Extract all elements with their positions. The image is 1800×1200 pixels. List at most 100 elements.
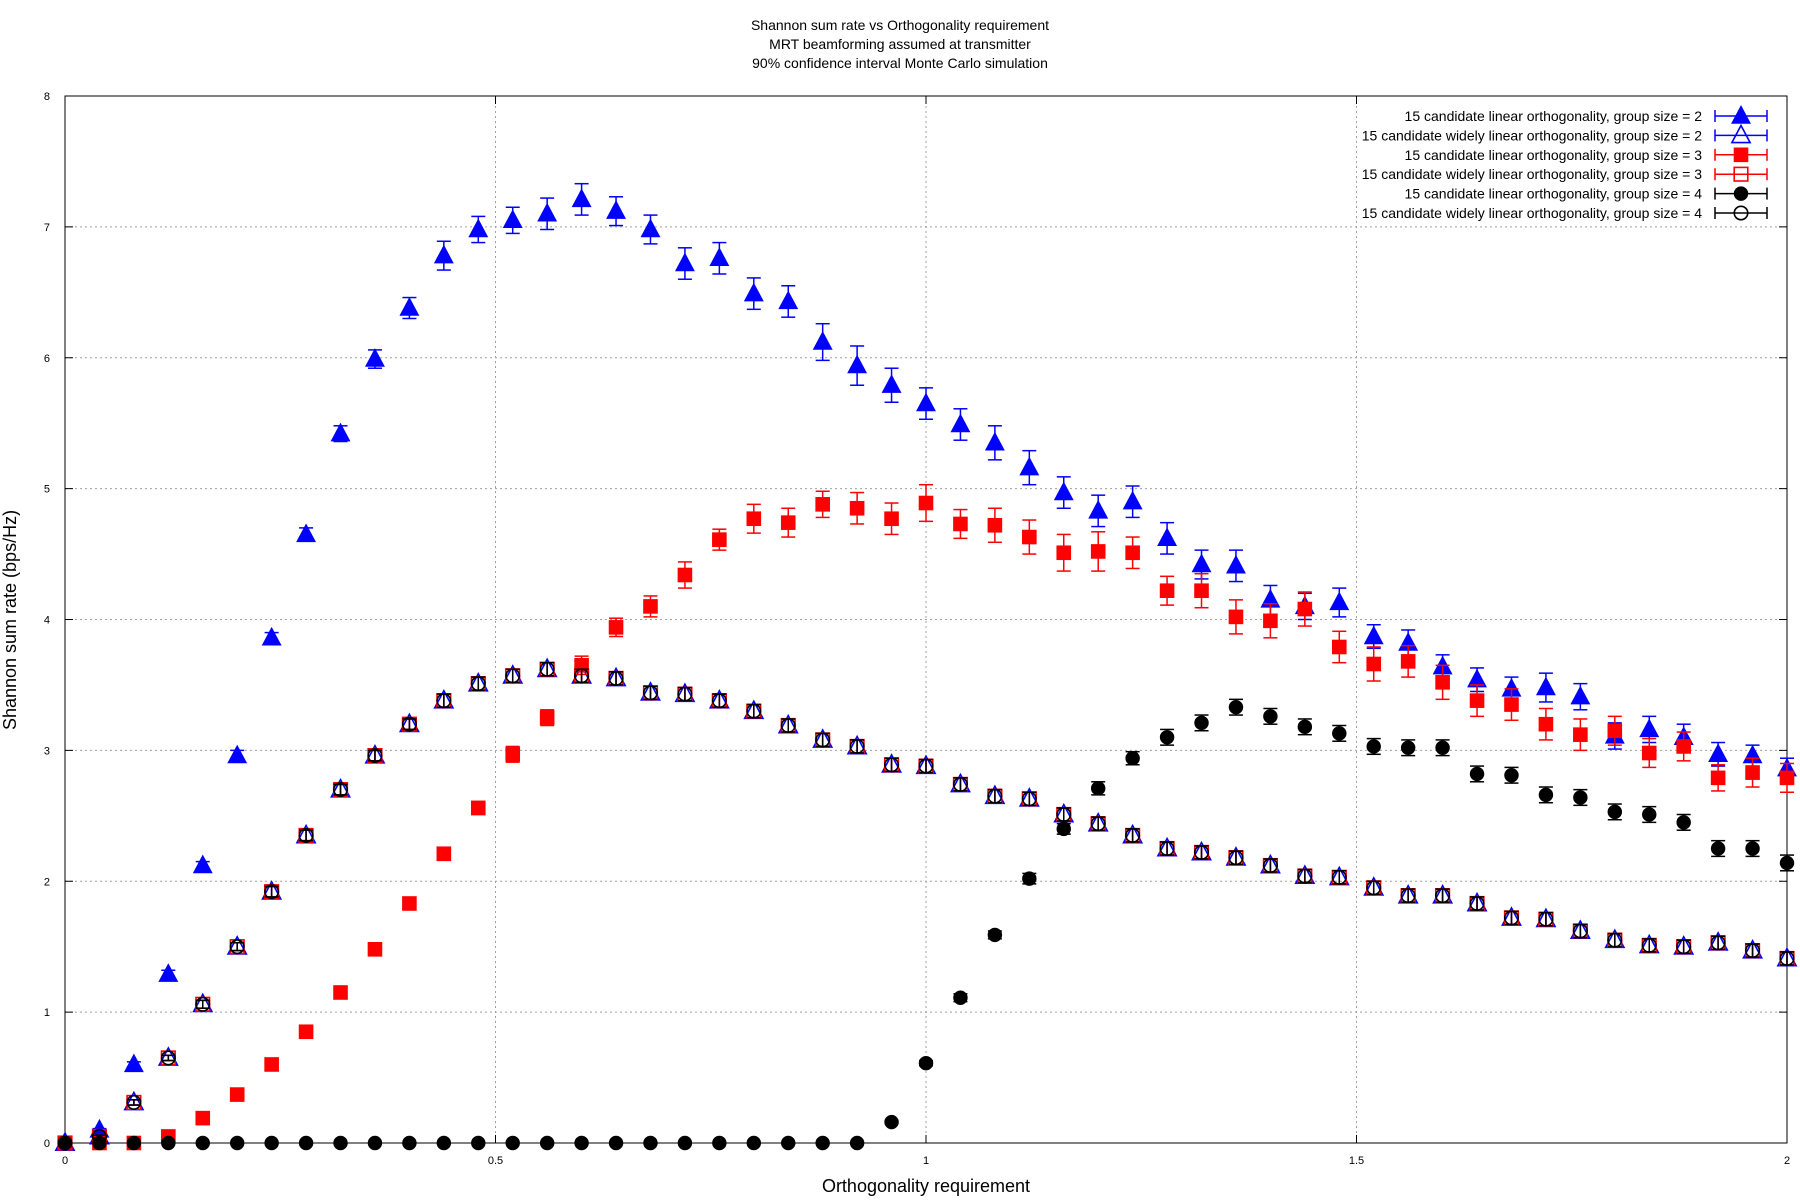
data-point: [1056, 821, 1071, 837]
y-tick-label: 4: [44, 615, 50, 627]
data-point: [1125, 751, 1140, 766]
data-point: [884, 1114, 899, 1130]
data-point: [436, 1135, 452, 1151]
data-point: [332, 782, 349, 798]
data-point: [952, 776, 968, 792]
x-tick-label: 1: [923, 1155, 929, 1167]
data-point: [884, 757, 900, 773]
data-point: [1019, 456, 1040, 476]
data-point: [950, 413, 971, 433]
data-point: [436, 846, 452, 862]
data-point: [1262, 858, 1278, 874]
data-point: [333, 985, 348, 1000]
data-point: [849, 738, 865, 754]
legend-marker: [1733, 166, 1749, 182]
data-point: [1331, 869, 1347, 885]
data-point: [606, 200, 626, 219]
data-point: [643, 599, 658, 614]
data-point: [195, 1110, 211, 1126]
data-point: [402, 896, 417, 911]
data-point: [780, 515, 796, 530]
data-point: [674, 252, 695, 272]
chart-title: Shannon sum rate vs Orthogonality requir…: [751, 17, 1049, 71]
data-point: [1090, 816, 1106, 832]
data-point: [987, 788, 1003, 804]
data-point: [296, 523, 317, 543]
data-point: [677, 1135, 693, 1151]
data-point: [227, 744, 248, 764]
data-point: [1021, 791, 1037, 807]
data-point: [608, 1135, 624, 1151]
y-tick-label: 5: [44, 484, 50, 496]
data-point: [229, 939, 245, 955]
legend-label: 15 candidate linear orthogonality, group…: [1405, 147, 1703, 163]
data-point: [642, 685, 659, 701]
data-point: [229, 1087, 245, 1102]
data-point: [264, 1135, 279, 1151]
data-point: [1641, 937, 1657, 953]
data-point: [1779, 950, 1795, 966]
data-point: [1535, 676, 1556, 696]
data-point: [330, 422, 351, 442]
data-point: [1226, 554, 1246, 574]
legend-label: 15 candidate linear orthogonality, group…: [1405, 186, 1703, 202]
data-point: [640, 218, 661, 238]
data-point: [1053, 481, 1074, 501]
data-point: [367, 942, 383, 957]
data-point: [401, 716, 417, 732]
data-point: [812, 331, 833, 350]
data-point: [1056, 806, 1072, 823]
data-point: [574, 1135, 589, 1151]
data-point: [1191, 553, 1212, 573]
data-point: [1573, 790, 1588, 805]
x-tick-label: 0.5: [488, 1155, 503, 1167]
data-point: [1400, 888, 1416, 904]
data-point: [126, 1135, 142, 1151]
data-point: [953, 990, 968, 1005]
data-point: [1331, 639, 1347, 655]
data-point: [847, 354, 868, 374]
x-tick-label: 2: [1784, 1155, 1790, 1167]
data-point: [1159, 841, 1175, 857]
data-point: [1363, 625, 1384, 645]
data-point: [470, 676, 486, 692]
data-point: [711, 693, 727, 709]
data-point: [849, 500, 865, 516]
title-line-1: Shannon sum rate vs Orthogonality requir…: [751, 17, 1049, 33]
y-axis-label: Shannon sum rate (bps/Hz): [0, 510, 20, 730]
data-point: [677, 567, 693, 583]
grid-lines: [65, 96, 1787, 1143]
data-point: [298, 1024, 314, 1040]
data-point: [677, 686, 693, 702]
legend-label: 15 candidate widely linear orthogonality…: [1362, 127, 1702, 143]
data-point: [126, 1094, 142, 1110]
data-point: [261, 626, 282, 646]
data-point: [884, 511, 899, 527]
data-point: [468, 218, 489, 238]
data-point: [1710, 770, 1726, 786]
data-point: [1676, 939, 1692, 955]
y-tick-label: 7: [44, 222, 50, 234]
x-tick-label: 1.5: [1349, 1155, 1364, 1167]
data-point: [1400, 740, 1416, 755]
x-axis-label: Orthogonality requirement: [822, 1176, 1030, 1196]
x-tick-label: 0: [62, 1155, 68, 1167]
data-point: [160, 1050, 176, 1066]
data-point: [1400, 654, 1416, 669]
data-point: [1263, 709, 1278, 724]
data-point: [918, 1055, 934, 1071]
y-tick-label: 0: [44, 1138, 50, 1150]
data-point: [1090, 781, 1106, 796]
data-point: [984, 431, 1005, 451]
data-point: [574, 668, 590, 684]
data-point: [1332, 726, 1347, 741]
data-point: [1297, 868, 1313, 884]
data-point: [712, 1135, 727, 1151]
data-point: [815, 1135, 830, 1151]
data-point: [1642, 807, 1657, 822]
data-point: [1122, 490, 1143, 510]
data-point: [367, 748, 383, 764]
data-point: [1125, 545, 1140, 561]
data-point: [781, 1135, 796, 1151]
data-point: [264, 884, 280, 900]
